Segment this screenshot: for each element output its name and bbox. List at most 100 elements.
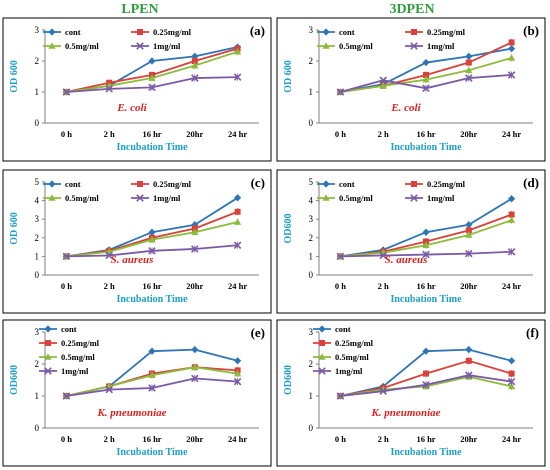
panel-a-legend-swatch-marker xyxy=(48,28,56,36)
panel-e-y-axis-label: OD600 xyxy=(9,365,20,395)
panel-c-series-3-point xyxy=(105,251,113,260)
panel-d-series-1-point xyxy=(465,227,472,234)
panel-a-xtick-label: 2 h xyxy=(104,129,115,139)
panel-a-legend-label: 0.25mg/ml xyxy=(153,27,192,37)
panel-f-series-3-point-stroke-b xyxy=(465,371,473,379)
panel-d-series-3-point-stroke-b xyxy=(465,249,473,258)
panel-c-legend-label: 0.25mg/ml xyxy=(153,179,192,189)
panel-e-series-3-point xyxy=(191,374,199,383)
panel-f-x-axis-label: Incubation Time xyxy=(390,447,462,458)
panel-c-legend-swatch-marker xyxy=(48,180,56,188)
panel-d-series-1-point xyxy=(508,211,515,218)
panel-d-series-2-point xyxy=(508,216,516,223)
panel-e-x-axis-label: Incubation Time xyxy=(116,447,188,458)
panel-e-xtick-label: 24 hr xyxy=(228,434,247,444)
panel-b-series-3-point xyxy=(507,71,516,79)
panel-a-series-3-point xyxy=(191,74,199,82)
panel-b-series-0-point xyxy=(508,45,516,53)
panel-e-legend: cont 0.25mg/ml 0.5mg/ml 1mg/ml xyxy=(39,324,100,376)
panel-d-legend-label: 0.5mg/ml xyxy=(339,193,373,203)
panel-f-xtick-label: 20hr xyxy=(460,434,477,444)
panel-e-legend-swatch-marker xyxy=(44,353,52,360)
panel-c-legend-label: 0.5mg/ml xyxy=(65,193,99,203)
panel-d-xtick-label: 0 h xyxy=(335,281,346,291)
panel-e-series-2-point xyxy=(191,363,199,370)
panel-c-ytick-label: 4 xyxy=(35,196,40,206)
panel-a-series-3-point xyxy=(62,88,71,96)
panel-e-legend-swatch-marker xyxy=(44,367,52,375)
panel-b-series-2-point xyxy=(379,82,387,89)
panel-b-series-1-point xyxy=(465,59,472,66)
panel-c-xtick-label: 2 h xyxy=(104,281,115,291)
panel-a-y-axis-label: OD 600 xyxy=(9,60,20,93)
panel-d-series-3-point-stroke-b xyxy=(336,252,345,261)
panel-b-series-2-point xyxy=(422,75,430,83)
panel-e-series-3-point xyxy=(105,385,113,394)
panel-c-series-3-point-stroke-b xyxy=(105,251,113,260)
panel-c-ytick-label: 1 xyxy=(35,251,40,261)
chart-panels: 0 1 2 3 0 h 2 h 16 hr 20hr 24 hr Incubation Time O… xyxy=(2,17,546,467)
panel-e-organism: K. pneumoniae xyxy=(96,407,166,419)
panel-f-series-1-point xyxy=(465,357,472,364)
panel-a-series-3-point-stroke-b xyxy=(148,83,156,92)
panel-f-ytick-label: 0 xyxy=(309,423,314,433)
panel-c-series-0-point xyxy=(148,228,156,236)
panel-d-xtick-label: 20hr xyxy=(460,281,477,291)
column-title-right: 3DPEN xyxy=(389,2,434,17)
panel-a-series-1-point xyxy=(191,58,198,64)
panel-d-legend-label: 0.25mg/ml xyxy=(427,179,466,189)
panel-b-x-axis-label: Incubation Time xyxy=(390,142,462,153)
panel-c-legend-label: cont xyxy=(65,179,81,189)
panel-d-x-axis-label: Incubation Time xyxy=(390,294,462,305)
panel-d-series-3-point xyxy=(465,249,473,258)
panel-f-legend-swatch-marker-stroke-b xyxy=(318,367,326,375)
panel-c-ytick-label: 0 xyxy=(35,270,40,280)
panel-a-ytick-label: 3 xyxy=(35,25,40,35)
panel-d-legend-label: 1mg/ml xyxy=(427,193,455,203)
panel-d-series-0-point xyxy=(508,195,516,203)
panel-e-ytick-label: 2 xyxy=(35,359,40,369)
panel-a-series-3-point-stroke-b xyxy=(62,88,71,96)
panel-b-legend-swatch-marker xyxy=(411,29,417,35)
panel-a-label: (a) xyxy=(250,23,265,38)
panel-c-organism: S. aureus xyxy=(111,254,154,266)
panel-c-ytick-label: 2 xyxy=(35,233,40,243)
panel-e-legend-label: 1mg/ml xyxy=(61,366,89,376)
panel-c-series-3-point xyxy=(148,247,156,255)
panel-b-xtick-label: 2 h xyxy=(378,129,389,139)
panel-f-legend-swatch-marker xyxy=(318,325,326,333)
panel-d-legend-swatch-marker xyxy=(411,181,417,187)
panel-e-series-3 xyxy=(62,374,242,400)
panel-d-ytick-label: 2 xyxy=(309,233,314,243)
panel-a-ytick-label: 1 xyxy=(35,87,40,97)
panel-d-frame xyxy=(276,169,546,314)
panel-b-ytick-label: 2 xyxy=(309,56,314,66)
panel-d-series-2-point xyxy=(422,241,430,249)
panel-c-x-axis-label: Incubation Time xyxy=(116,294,188,305)
panel-c-xtick-label: 16 hr xyxy=(142,281,161,291)
panel-f-series-3-point-stroke-b xyxy=(507,377,516,386)
panel-a-xtick-label: 20hr xyxy=(186,129,203,139)
panel-a-frame xyxy=(2,17,272,162)
panel-b-frame xyxy=(276,17,546,162)
panel-b-series-3-point xyxy=(422,84,430,93)
panel-c-xtick-label: 24 hr xyxy=(228,281,247,291)
panel-b-legend: cont 0.25mg/ml 0.5mg/ml 1mg/ml xyxy=(317,27,466,51)
panel-c-xtick-label: 20hr xyxy=(186,281,203,291)
panel-e-xtick-label: 2 h xyxy=(104,434,115,444)
panel-b-legend-swatch-marker xyxy=(322,28,330,36)
panel-a-series-3-point-stroke-b xyxy=(105,85,113,93)
panel-f-legend-label: 0.25mg/ml xyxy=(335,338,374,348)
panel-e-legend-label: cont xyxy=(61,324,77,334)
panel-f-legend-swatch-marker xyxy=(319,340,325,346)
panel-a-ytick-label: 2 xyxy=(35,56,40,66)
panel-e-xtick-label: 16 hr xyxy=(142,434,161,444)
panel-b-series-2 xyxy=(336,54,516,95)
panel-a-x-axis-label: Incubation Time xyxy=(116,142,188,153)
panel-b-series-3-point xyxy=(379,76,387,84)
panel-f-series-1-point xyxy=(423,370,429,377)
panel-c-legend-swatch-marker-stroke-b xyxy=(136,194,144,202)
panel-a-series-2-point xyxy=(191,61,199,69)
panel-b-series-1-point xyxy=(423,71,429,78)
panel-d-series-3-point xyxy=(336,252,345,261)
